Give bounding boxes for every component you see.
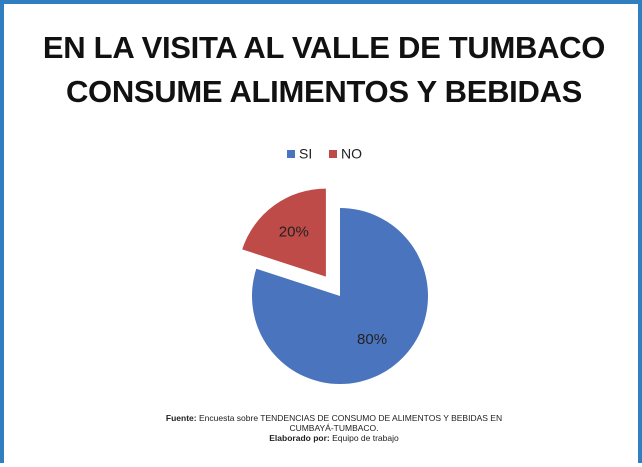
source-label: Fuente: xyxy=(165,413,197,423)
pie-slice xyxy=(251,208,429,385)
legend-label: NO xyxy=(341,146,362,162)
author-label: Elaborado por: xyxy=(269,433,330,443)
legend-label: SI xyxy=(299,146,312,162)
data-label: 20% xyxy=(279,223,309,240)
chart: SI NO 80% 20% xyxy=(242,146,429,385)
pie-slice xyxy=(242,188,326,277)
source-note: Fuente: Encuesta sobre TENDENCIAS DE CON… xyxy=(144,413,524,443)
legend-swatch xyxy=(287,150,295,158)
chart-title: EN LA VISITA AL VALLE DE TUMBACO CONSUME… xyxy=(42,30,606,109)
data-label: 80% xyxy=(357,331,387,348)
legend-swatch xyxy=(329,150,337,158)
source-text: Encuesta sobre TENDENCIAS DE CONSUMO DE … xyxy=(198,413,503,433)
author-text: Equipo de trabajo xyxy=(332,433,399,443)
